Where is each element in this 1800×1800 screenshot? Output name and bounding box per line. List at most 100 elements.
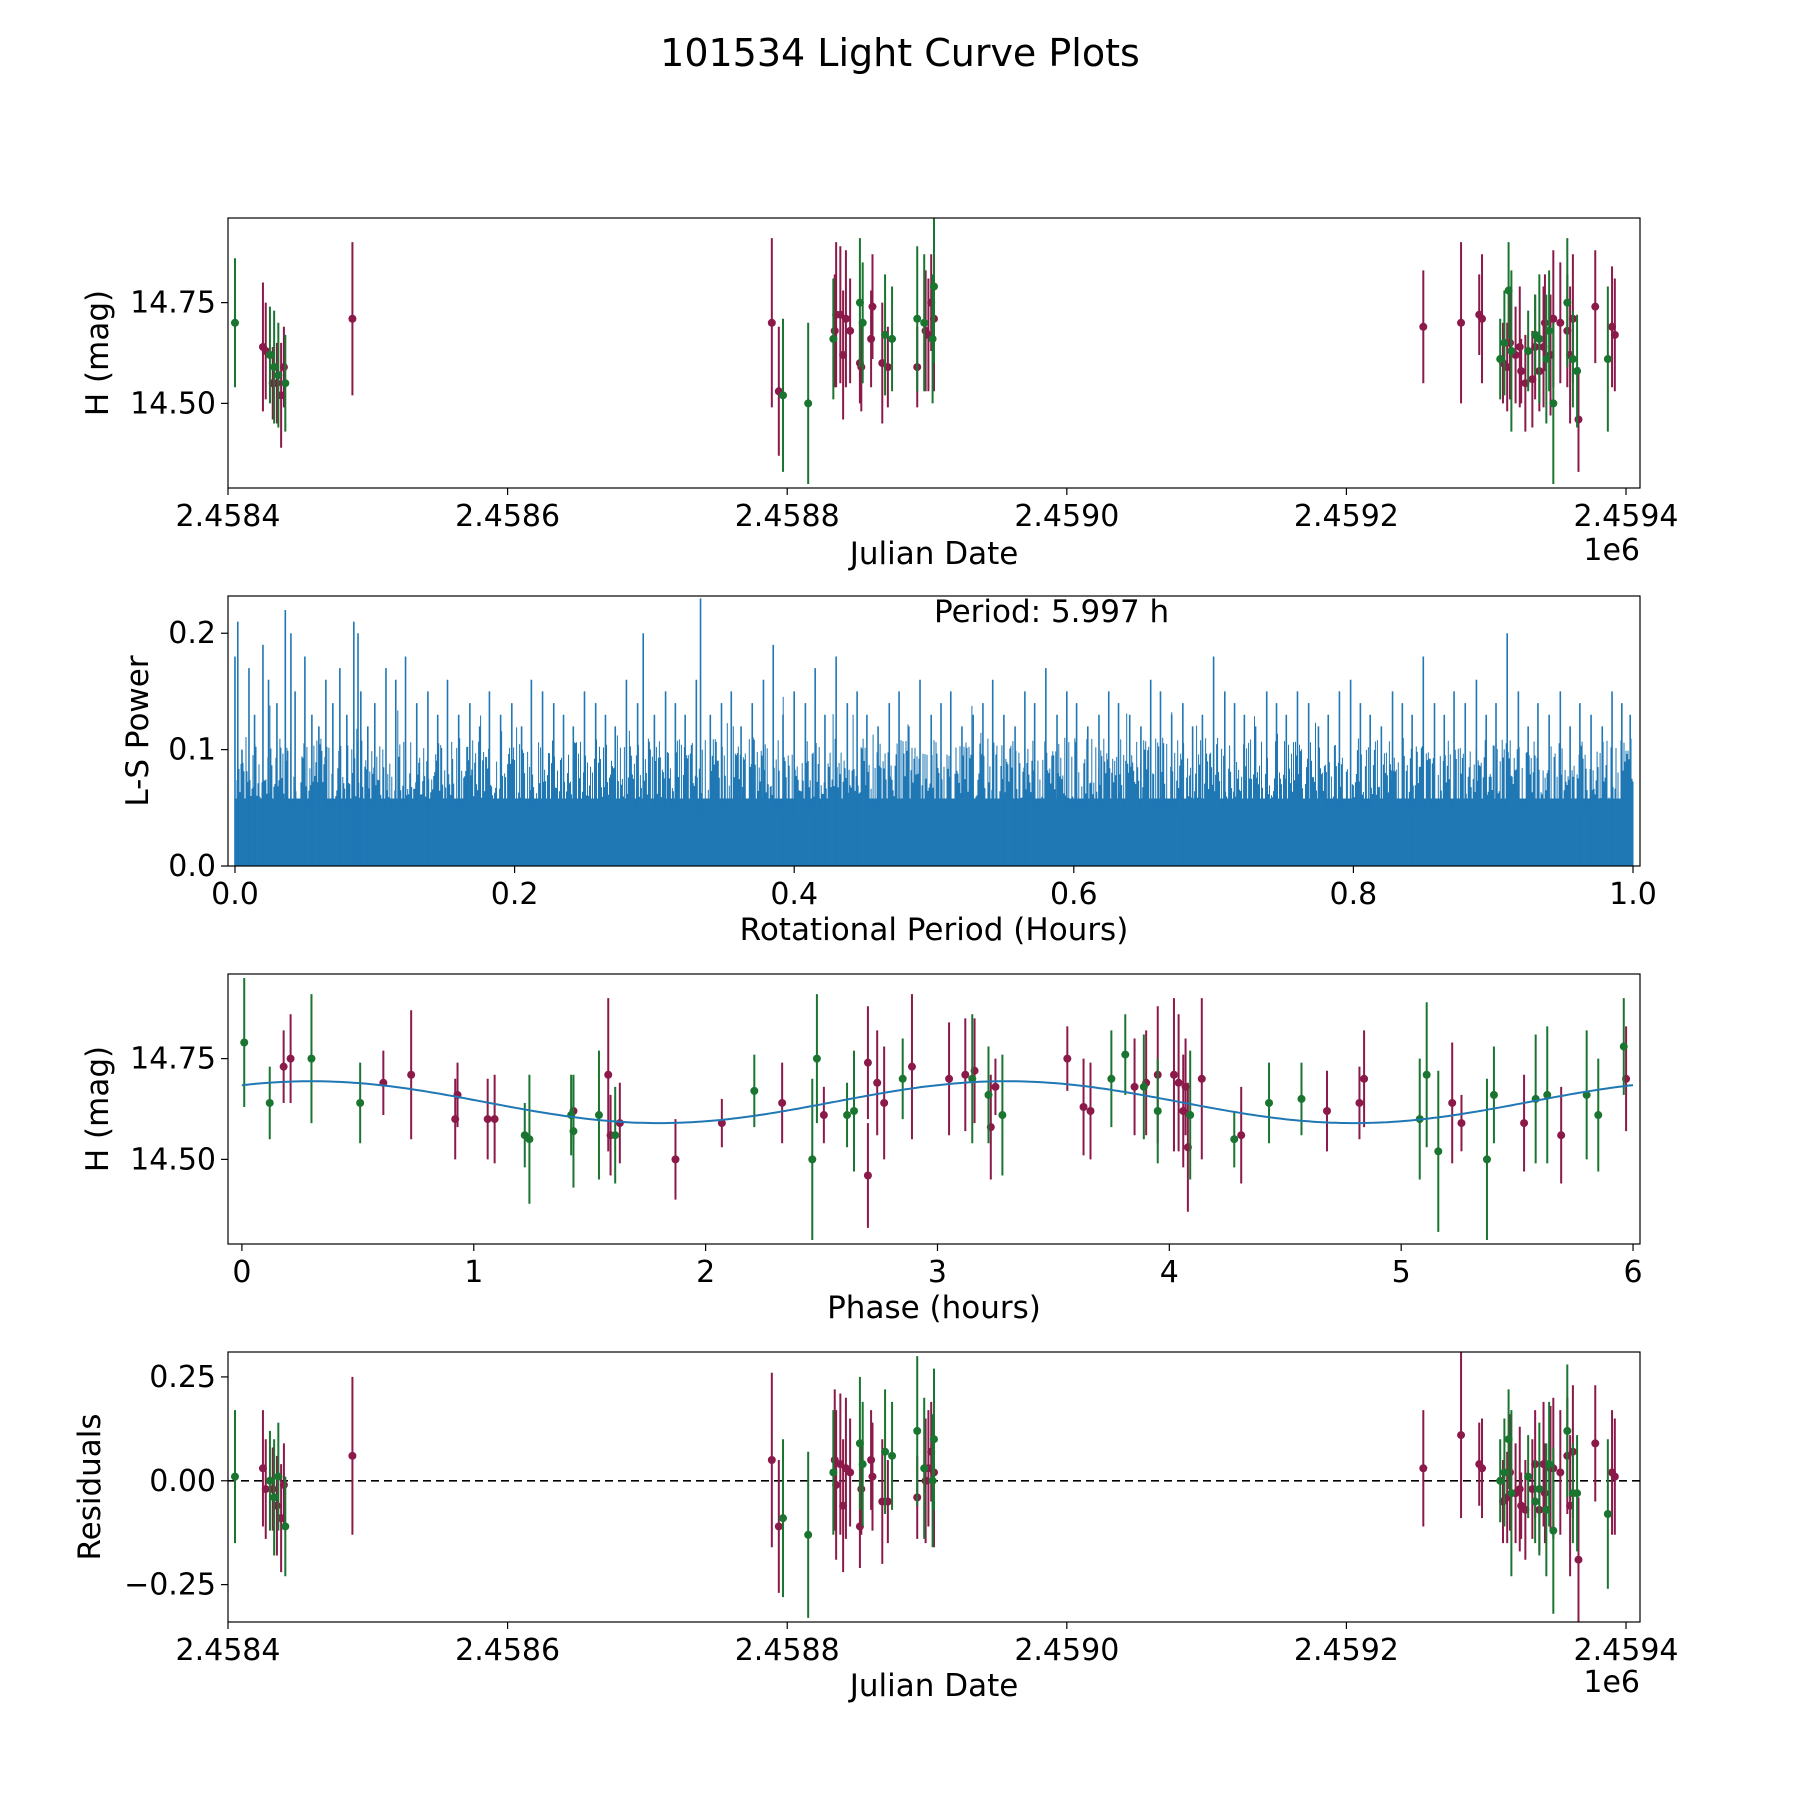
y-tick-label: 0.00 bbox=[149, 1464, 216, 1499]
periodogram-xlabel: Rotational Period (Hours) bbox=[740, 912, 1129, 948]
data-point bbox=[1230, 1135, 1239, 1144]
data-point bbox=[779, 1514, 788, 1523]
data-point bbox=[779, 391, 788, 400]
x-tick-label: 2.4588 bbox=[735, 499, 840, 534]
data-point bbox=[281, 379, 290, 388]
data-point bbox=[913, 314, 922, 323]
x-tick-label: 2.4592 bbox=[1294, 499, 1399, 534]
data-point bbox=[1500, 1468, 1509, 1477]
y-tick-label: 0.25 bbox=[149, 1360, 216, 1395]
data-point bbox=[829, 334, 838, 343]
periodogram-frame bbox=[227, 595, 1641, 867]
data-point bbox=[1594, 1111, 1603, 1120]
data-point bbox=[1265, 1098, 1274, 1107]
phased-panel: 0 1 2 3 4 5 6 14.50 14.75 Phase (hours) H (mag) bbox=[80, 973, 1643, 1326]
data-point bbox=[850, 1107, 859, 1116]
data-point bbox=[829, 1468, 838, 1477]
data-point bbox=[1531, 1497, 1540, 1506]
data-point bbox=[907, 1062, 916, 1071]
data-point bbox=[1063, 1054, 1072, 1063]
data-point bbox=[1610, 330, 1619, 339]
data-point bbox=[1557, 1131, 1566, 1140]
phased-ticks: 0 1 2 3 4 5 6 14.50 14.75 bbox=[130, 1042, 1642, 1290]
data-point bbox=[594, 1111, 603, 1120]
x-tick-label: 2.4588 bbox=[735, 1633, 840, 1668]
x-tick-label: 1 bbox=[464, 1255, 483, 1290]
x-tick-label: 1.0 bbox=[1609, 877, 1657, 912]
x-tick-label: 2 bbox=[696, 1255, 715, 1290]
data-point bbox=[863, 1058, 872, 1067]
data-point bbox=[407, 1070, 416, 1079]
data-point bbox=[1568, 355, 1577, 364]
light-curve-marks bbox=[230, 218, 1619, 484]
x-tick-label: 5 bbox=[1392, 1255, 1411, 1290]
data-point bbox=[920, 1464, 929, 1473]
data-point bbox=[920, 318, 929, 327]
residuals-ylabel: Residuals bbox=[72, 1413, 108, 1560]
data-point bbox=[858, 318, 867, 327]
data-point bbox=[1619, 1042, 1628, 1051]
x-tick-label: 2.4584 bbox=[176, 499, 281, 534]
data-point bbox=[569, 1127, 578, 1136]
data-point bbox=[1574, 415, 1583, 424]
data-point bbox=[1549, 399, 1558, 408]
data-point bbox=[1520, 1119, 1529, 1128]
data-point bbox=[812, 1054, 821, 1063]
data-point bbox=[1360, 1074, 1369, 1083]
data-point bbox=[1549, 314, 1558, 323]
phased-ylabel: H (mag) bbox=[80, 1046, 116, 1172]
data-point bbox=[1457, 1119, 1466, 1128]
data-point bbox=[1574, 1555, 1583, 1564]
data-point bbox=[1610, 1472, 1619, 1481]
data-point bbox=[230, 1472, 239, 1481]
data-point bbox=[868, 1472, 877, 1481]
data-point bbox=[888, 334, 897, 343]
data-point bbox=[1545, 1460, 1554, 1469]
data-point bbox=[1489, 1090, 1498, 1099]
data-point bbox=[1517, 367, 1526, 376]
data-point bbox=[843, 1111, 852, 1120]
data-point bbox=[928, 334, 937, 343]
data-point bbox=[525, 1135, 534, 1144]
data-point bbox=[898, 1074, 907, 1083]
data-point bbox=[841, 314, 850, 323]
x-tick-label: 0.2 bbox=[491, 877, 539, 912]
data-point bbox=[830, 326, 839, 335]
x-tick-label: 0 bbox=[232, 1255, 251, 1290]
data-point bbox=[1153, 1107, 1162, 1116]
data-point bbox=[490, 1115, 499, 1124]
y-tick-label: 0.0 bbox=[168, 849, 216, 884]
light-curve-xlabel: Julian Date bbox=[848, 536, 1019, 572]
data-point bbox=[1545, 326, 1554, 335]
data-point bbox=[1507, 1489, 1516, 1498]
x-tick-label: 0.0 bbox=[211, 877, 259, 912]
data-point bbox=[961, 1070, 970, 1079]
data-point bbox=[1355, 1098, 1364, 1107]
y-tick-label: 0.1 bbox=[168, 733, 216, 768]
data-point bbox=[1174, 1078, 1183, 1087]
phased-marks bbox=[240, 978, 1634, 1240]
data-point bbox=[1419, 322, 1428, 331]
data-point bbox=[1186, 1111, 1195, 1120]
data-point bbox=[1322, 1107, 1331, 1116]
data-point bbox=[857, 363, 866, 372]
light-curve-ylabel: H (mag) bbox=[80, 290, 116, 416]
x-tick-label: 2.4584 bbox=[176, 1633, 281, 1668]
data-point bbox=[611, 1131, 620, 1140]
y-tick-label: −0.25 bbox=[124, 1568, 216, 1603]
data-point bbox=[1524, 346, 1533, 355]
data-point bbox=[1107, 1074, 1116, 1083]
residuals-panel: 2.4584 2.4586 2.4588 2.4590 2.4592 2.4594 −0.2… bbox=[72, 1351, 1679, 1704]
data-point bbox=[1197, 1074, 1206, 1083]
data-point bbox=[1457, 1431, 1466, 1440]
residuals-xlabel: Julian Date bbox=[848, 1668, 1019, 1704]
data-point bbox=[1591, 302, 1600, 311]
data-point bbox=[1515, 342, 1524, 351]
data-point bbox=[1139, 1082, 1148, 1091]
data-point bbox=[928, 1476, 937, 1485]
x-tick-label: 2.4586 bbox=[455, 499, 560, 534]
periodogram-ylabel: L-S Power bbox=[120, 655, 156, 806]
data-point bbox=[671, 1155, 680, 1164]
data-point bbox=[717, 1119, 726, 1128]
